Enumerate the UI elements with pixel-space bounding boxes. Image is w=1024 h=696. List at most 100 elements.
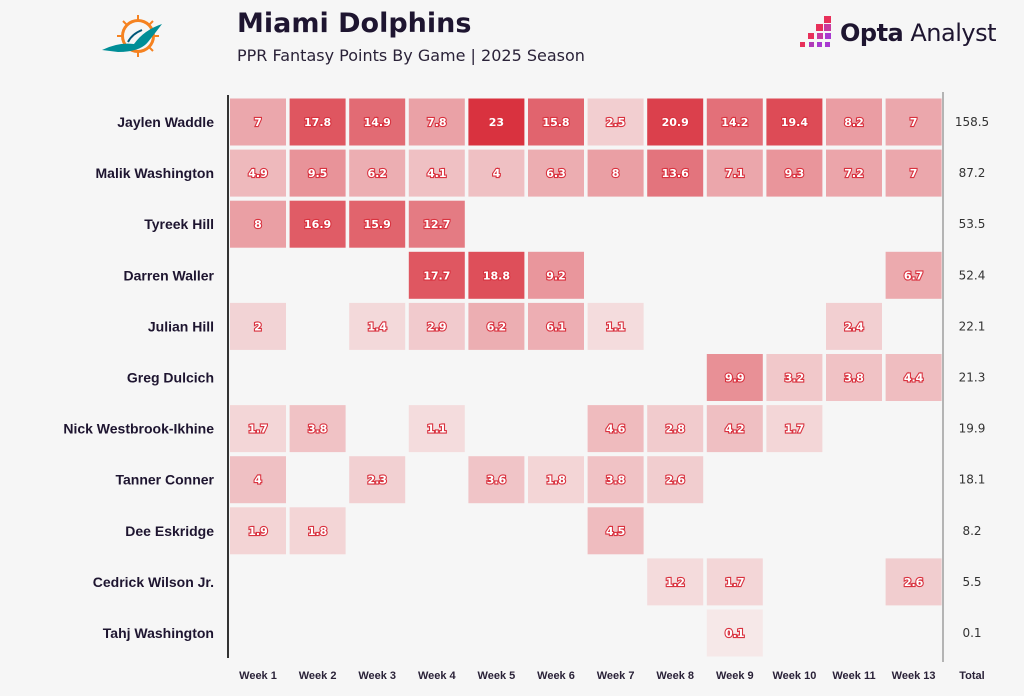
row-label: Greg Dulcich xyxy=(127,370,214,386)
cell-value: 7 xyxy=(910,116,918,129)
heatmap-cell xyxy=(468,251,525,299)
cell-value: 4 xyxy=(254,474,262,487)
heatmap-cell xyxy=(289,200,346,248)
heatmap-cell xyxy=(885,98,942,146)
column-label: Week 8 xyxy=(656,670,694,682)
row-label: Tahj Washington xyxy=(103,625,214,641)
column-label: Week 7 xyxy=(597,670,635,682)
heatmap-cell xyxy=(528,456,584,504)
cell-value: 2.9 xyxy=(427,320,447,333)
cell-value: 1.4 xyxy=(367,320,387,333)
heatmap-cell xyxy=(587,302,644,350)
row-total: 8.2 xyxy=(962,524,981,538)
row-total: 19.9 xyxy=(959,422,986,436)
row-label: Malik Washington xyxy=(96,165,214,181)
cell-value: 7.2 xyxy=(844,167,864,180)
opta-analyst-logo: Opta Analyst xyxy=(800,16,996,50)
row-label: Tyreek Hill xyxy=(144,216,214,232)
brand-bold: Opta xyxy=(840,19,904,47)
row-total: 0.1 xyxy=(962,626,981,640)
cell-value: 4.9 xyxy=(248,167,268,180)
row-total: 87.2 xyxy=(959,166,986,180)
heatmap-cell xyxy=(289,507,346,555)
cell-value: 16.9 xyxy=(304,218,331,231)
column-label: Week 5 xyxy=(478,670,516,682)
row-label: Julian Hill xyxy=(148,318,214,334)
heatmap-cell xyxy=(885,558,942,606)
cell-value: 17.7 xyxy=(423,269,450,282)
heatmap-cell xyxy=(766,354,823,401)
heatmap-cell xyxy=(408,200,465,248)
cell-value: 9.2 xyxy=(546,269,566,282)
cell-value: 9.3 xyxy=(785,167,805,180)
cell-value: 3.8 xyxy=(308,423,328,436)
team-logo xyxy=(98,12,170,66)
heatmap-cell xyxy=(230,507,286,555)
cell-value: 17.8 xyxy=(304,116,331,129)
cell-value: 6.2 xyxy=(367,167,387,180)
cell-value: 6.1 xyxy=(546,320,566,333)
column-label: Week 3 xyxy=(358,670,396,682)
heatmap-cell xyxy=(230,149,286,197)
cell-value: 8 xyxy=(254,218,262,231)
heatmap-cell xyxy=(885,354,942,401)
heatmap-cell xyxy=(647,456,704,504)
row-total: 18.1 xyxy=(959,473,986,487)
cell-value: 9.5 xyxy=(308,167,328,180)
heatmap-cell xyxy=(706,609,763,657)
cell-value: 2 xyxy=(254,320,262,333)
heatmap-cell xyxy=(647,149,704,197)
heatmap-cell xyxy=(408,405,465,453)
heatmap-cell xyxy=(230,302,286,350)
cell-value: 4.1 xyxy=(427,167,447,180)
cell-value: 2.5 xyxy=(606,116,626,129)
cell-value: 4.2 xyxy=(725,423,745,436)
cell-value: 2.8 xyxy=(665,423,685,436)
heatmap-cell xyxy=(587,456,644,504)
column-label: Week 1 xyxy=(239,670,277,682)
heatmap-cell xyxy=(587,149,644,197)
cell-value: 14.2 xyxy=(721,116,748,129)
row-label: Cedrick Wilson Jr. xyxy=(93,574,214,590)
cell-value: 6.7 xyxy=(904,269,924,282)
cell-value: 4 xyxy=(493,167,501,180)
row-total: 53.5 xyxy=(959,217,986,231)
cell-value: 6.2 xyxy=(487,320,507,333)
cell-value: 4.5 xyxy=(606,525,626,538)
heatmap-cell xyxy=(885,251,942,299)
heatmap-cell xyxy=(349,302,406,350)
opta-pixel-icon xyxy=(800,16,831,47)
cell-value: 2.3 xyxy=(367,474,387,487)
heatmap-cell xyxy=(706,405,763,453)
cell-value: 2.6 xyxy=(665,474,685,487)
cell-value: 1.8 xyxy=(308,525,328,538)
cell-value: 13.6 xyxy=(662,167,689,180)
row-label: Tanner Conner xyxy=(115,472,214,488)
chart-subtitle: PPR Fantasy Points By Game | 2025 Season xyxy=(237,46,585,65)
heatmap-cell xyxy=(230,200,286,248)
heatmap-cell xyxy=(647,558,704,606)
column-label: Week 2 xyxy=(299,670,337,682)
column-label: Week 6 xyxy=(537,670,575,682)
cell-value: 3.2 xyxy=(785,372,805,385)
heatmap-cell xyxy=(289,149,346,197)
column-label: Week 13 xyxy=(892,670,936,682)
heatmap-cell xyxy=(528,251,584,299)
heatmap-cell xyxy=(528,149,584,197)
brand-light: Analyst xyxy=(903,19,996,47)
cell-value: 12.7 xyxy=(423,218,450,231)
cell-value: 1.7 xyxy=(725,576,745,589)
row-total: 5.5 xyxy=(962,575,981,589)
cell-value: 7.8 xyxy=(427,116,447,129)
heatmap-cell xyxy=(349,149,406,197)
column-label: Week 11 xyxy=(832,670,875,682)
heatmap-cell xyxy=(706,98,763,146)
cell-value: 4.4 xyxy=(904,372,924,385)
heatmap-cell xyxy=(706,558,763,606)
heatmap-cell xyxy=(528,302,584,350)
heatmap-cell xyxy=(230,456,286,504)
chart-title: Miami Dolphins xyxy=(237,8,472,39)
cell-value: 7 xyxy=(254,116,262,129)
heatmap-cell xyxy=(230,98,286,146)
